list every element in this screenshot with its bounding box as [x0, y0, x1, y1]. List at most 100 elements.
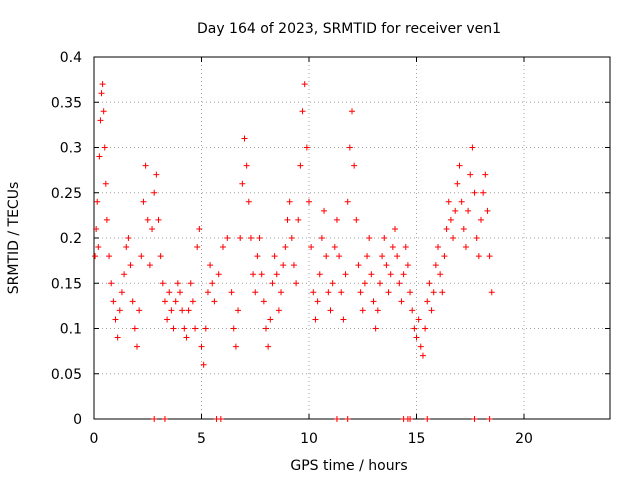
data-point	[239, 180, 246, 187]
data-point	[144, 216, 151, 223]
data-point	[293, 280, 300, 287]
data-point	[159, 280, 166, 287]
data-point	[447, 216, 454, 223]
data-point	[471, 189, 478, 196]
data-point	[96, 153, 103, 160]
data-point	[351, 162, 358, 169]
data-point	[417, 343, 424, 350]
data-point	[385, 289, 392, 296]
data-point	[136, 307, 143, 314]
data-point	[318, 235, 325, 241]
data-point	[297, 162, 304, 169]
data-point	[256, 235, 263, 241]
data-point	[428, 307, 435, 314]
data-point	[389, 244, 396, 251]
data-point	[252, 289, 259, 296]
data-point	[422, 325, 429, 332]
data-point	[157, 253, 164, 260]
data-point	[439, 289, 446, 296]
data-point	[308, 244, 315, 251]
data-point	[488, 289, 495, 296]
data-point	[396, 280, 403, 287]
data-point	[379, 253, 386, 260]
data-point	[346, 144, 353, 151]
x-axis-label: GPS time / hours	[290, 458, 407, 474]
data-point	[166, 289, 173, 296]
data-point	[258, 271, 265, 278]
data-point	[458, 198, 465, 205]
data-point	[357, 289, 364, 296]
data-point	[460, 225, 467, 232]
data-point	[151, 416, 158, 422]
data-point	[336, 253, 343, 260]
data-point	[245, 198, 252, 205]
data-point	[415, 316, 422, 323]
data-point	[121, 271, 128, 278]
x-tick-label: 10	[300, 431, 318, 447]
y-tick-label: 0.2	[60, 231, 82, 247]
data-point	[235, 307, 242, 314]
data-point	[478, 216, 484, 223]
data-point	[402, 244, 409, 251]
data-point	[146, 262, 153, 269]
data-point	[230, 325, 237, 332]
data-point	[325, 289, 332, 296]
data-point	[202, 325, 209, 332]
data-point	[349, 108, 355, 115]
data-point	[344, 416, 351, 422]
data-point	[94, 198, 101, 205]
data-point	[209, 280, 216, 287]
data-point	[101, 144, 108, 151]
data-point	[361, 280, 368, 287]
data-point	[140, 198, 147, 205]
data-point	[155, 216, 162, 223]
data-point	[93, 225, 100, 232]
data-point	[275, 307, 282, 314]
data-point	[314, 298, 321, 305]
data-point	[153, 171, 160, 178]
data-point	[368, 271, 375, 278]
data-point	[482, 171, 489, 178]
data-point	[452, 207, 459, 214]
data-point	[475, 253, 482, 260]
data-point	[426, 280, 433, 287]
data-point	[254, 253, 261, 260]
data-point	[353, 216, 360, 223]
data-point	[340, 316, 347, 323]
data-point	[419, 352, 426, 359]
data-point	[265, 343, 272, 350]
data-point	[172, 298, 179, 305]
data-point	[310, 289, 317, 296]
data-point	[486, 416, 493, 422]
data-point	[183, 334, 190, 341]
data-point	[110, 298, 117, 305]
data-point	[204, 289, 211, 296]
data-point	[445, 198, 452, 205]
data-point	[260, 298, 267, 305]
data-point	[174, 280, 181, 287]
y-tick-label: 0.3	[60, 141, 82, 157]
data-point	[288, 235, 295, 241]
data-point	[161, 416, 168, 422]
data-point	[407, 416, 414, 422]
data-point	[331, 244, 338, 251]
data-point	[99, 81, 106, 88]
grid	[94, 57, 610, 419]
data-point	[247, 235, 254, 241]
data-points	[92, 81, 495, 422]
data-point	[161, 298, 168, 305]
data-point	[469, 144, 476, 151]
data-point	[338, 289, 345, 296]
data-point	[131, 325, 138, 332]
data-point	[430, 289, 437, 296]
data-point	[321, 207, 328, 214]
data-point	[220, 244, 226, 251]
data-point	[400, 271, 407, 278]
data-point	[486, 253, 493, 260]
chart-title: Day 164 of 2023, SRMTID for receiver ven…	[197, 21, 501, 37]
data-point	[215, 271, 222, 278]
y-tick-label: 0	[73, 412, 82, 428]
data-point	[185, 307, 192, 314]
data-point	[243, 162, 250, 169]
data-point	[299, 108, 306, 115]
